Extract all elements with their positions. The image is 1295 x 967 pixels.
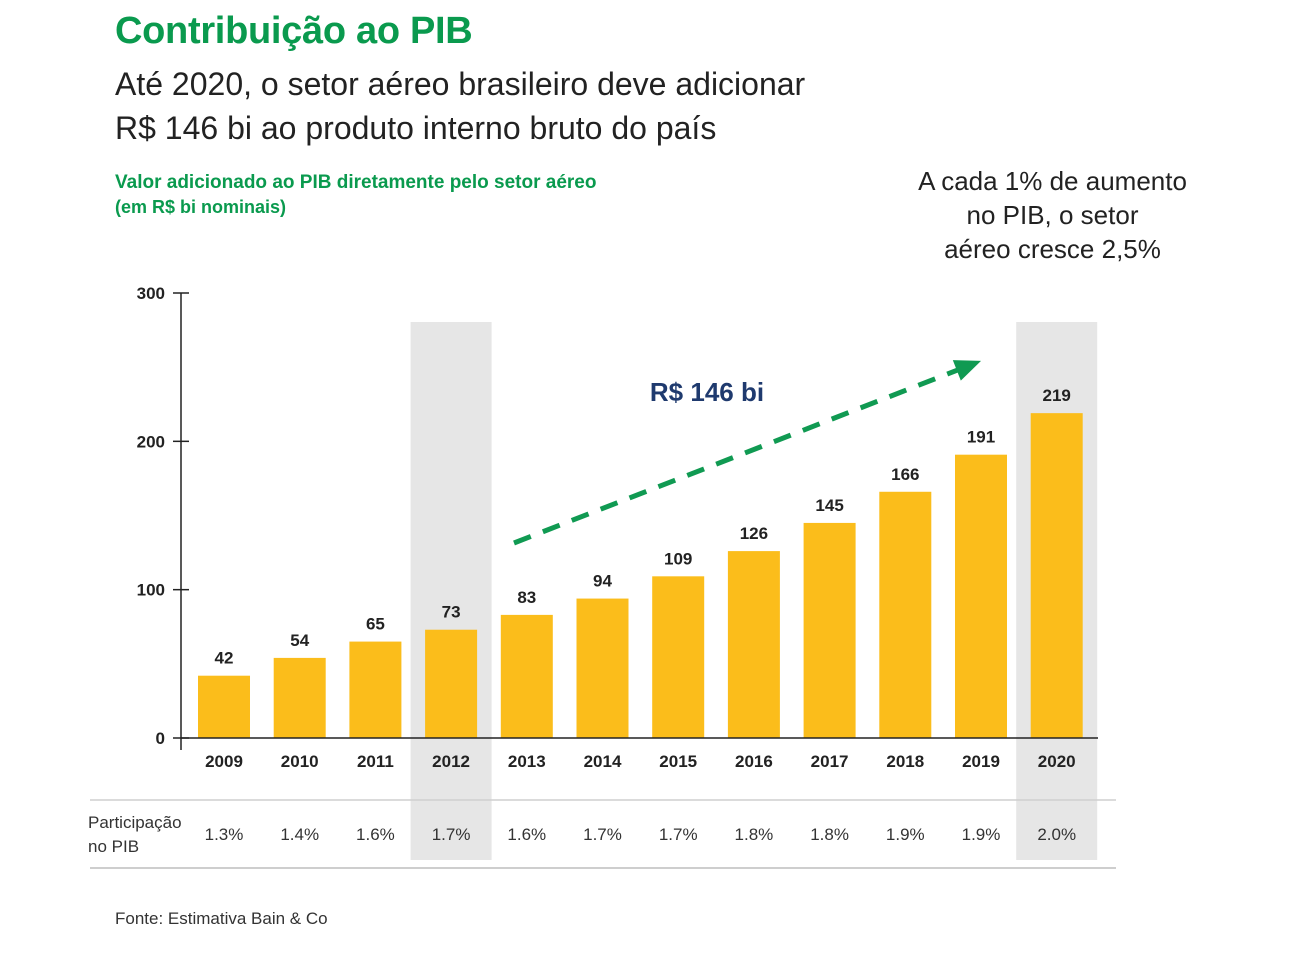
page-title: Contribuição ao PIB	[115, 10, 473, 52]
growth-annotation: R$ 146 bi	[650, 377, 764, 407]
bar-2015	[652, 576, 705, 738]
share-value-2016: 1.8%	[735, 825, 774, 844]
bar-2019	[955, 454, 1007, 738]
x-tick-label-2012: 2012	[432, 752, 470, 771]
data-label-2016: 126	[740, 524, 768, 543]
chart-title: Valor adicionado ao PIB diretamente pelo…	[115, 172, 597, 193]
side-note-line-2: no PIB, o setor	[966, 200, 1139, 230]
data-label-2013: 83	[517, 588, 536, 607]
bar-2020	[1030, 413, 1083, 738]
x-tick-label-2018: 2018	[886, 752, 924, 771]
share-value-2009: 1.3%	[205, 825, 244, 844]
bar-2010	[273, 657, 326, 738]
subtitle-line-1: Até 2020, o setor aéreo brasileiro deve …	[115, 66, 806, 102]
bar-2013	[500, 614, 553, 738]
share-row-label-line-1: Participação	[88, 813, 182, 832]
bar-2009	[198, 675, 250, 738]
share-value-2012: 1.7%	[432, 825, 471, 844]
source-note: Fonte: Estimativa Bain & Co	[115, 909, 328, 928]
share-value-2013: 1.6%	[507, 825, 546, 844]
share-value-2018: 1.9%	[886, 825, 925, 844]
bar-2012	[425, 629, 478, 738]
share-value-2020: 2.0%	[1037, 825, 1076, 844]
x-tick-label-2015: 2015	[659, 752, 697, 771]
bar-2011	[349, 641, 402, 738]
data-label-2011: 65	[366, 615, 385, 634]
page-subtitle: Até 2020, o setor aéreo brasileiro deve …	[115, 62, 915, 150]
share-value-2019: 1.9%	[962, 825, 1001, 844]
data-label-2020: 219	[1043, 386, 1071, 405]
share-value-2010: 1.4%	[280, 825, 319, 844]
data-label-2012: 73	[442, 603, 461, 622]
y-tick-label-200: 200	[137, 432, 165, 451]
subtitle-line-2: R$ 146 bi ao produto interno bruto do pa…	[115, 110, 717, 146]
share-value-2017: 1.8%	[810, 825, 849, 844]
y-tick-label-300: 300	[137, 284, 165, 303]
share-row-label-line-2: no PIB	[88, 837, 139, 856]
data-label-2019: 191	[967, 428, 995, 447]
x-tick-label-2011: 2011	[357, 752, 394, 771]
data-label-2010: 54	[290, 631, 309, 650]
share-value-2014: 1.7%	[583, 825, 622, 844]
y-tick-label-0: 0	[156, 729, 165, 748]
side-note-line-1: A cada 1% de aumento	[918, 166, 1187, 196]
x-tick-label-2017: 2017	[811, 752, 849, 771]
x-tick-label-2020: 2020	[1038, 752, 1076, 771]
data-label-2014: 94	[593, 572, 612, 591]
bar-2014	[576, 598, 629, 738]
y-tick-label-100: 100	[137, 581, 165, 600]
bar-2018	[879, 491, 932, 738]
x-tick-label-2019: 2019	[962, 752, 1000, 771]
bar-2016	[727, 551, 780, 738]
x-tick-label-2010: 2010	[281, 752, 319, 771]
data-label-2015: 109	[664, 549, 692, 568]
x-tick-label-2016: 2016	[735, 752, 773, 771]
trend-arrow-line	[513, 363, 969, 546]
chart-subtitle: (em R$ bi nominais)	[115, 197, 287, 217]
x-tick-label-2009: 2009	[205, 752, 243, 771]
data-label-2017: 145	[815, 496, 843, 515]
trend-arrow-head	[952, 360, 982, 381]
bar-2017	[803, 522, 856, 738]
highlight-band-2012	[410, 322, 492, 860]
x-tick-label-2014: 2014	[584, 752, 622, 771]
side-note-line-3: aéreo cresce 2,5%	[944, 234, 1161, 264]
data-label-2009: 42	[215, 649, 234, 668]
share-value-2011: 1.6%	[356, 825, 395, 844]
side-note: A cada 1% de aumento no PIB, o setor aér…	[895, 164, 1210, 266]
chart-heading: Valor adicionado ao PIB diretamente pelo…	[115, 170, 596, 220]
x-tick-label-2013: 2013	[508, 752, 546, 771]
share-value-2015: 1.7%	[659, 825, 698, 844]
data-label-2018: 166	[891, 465, 919, 484]
